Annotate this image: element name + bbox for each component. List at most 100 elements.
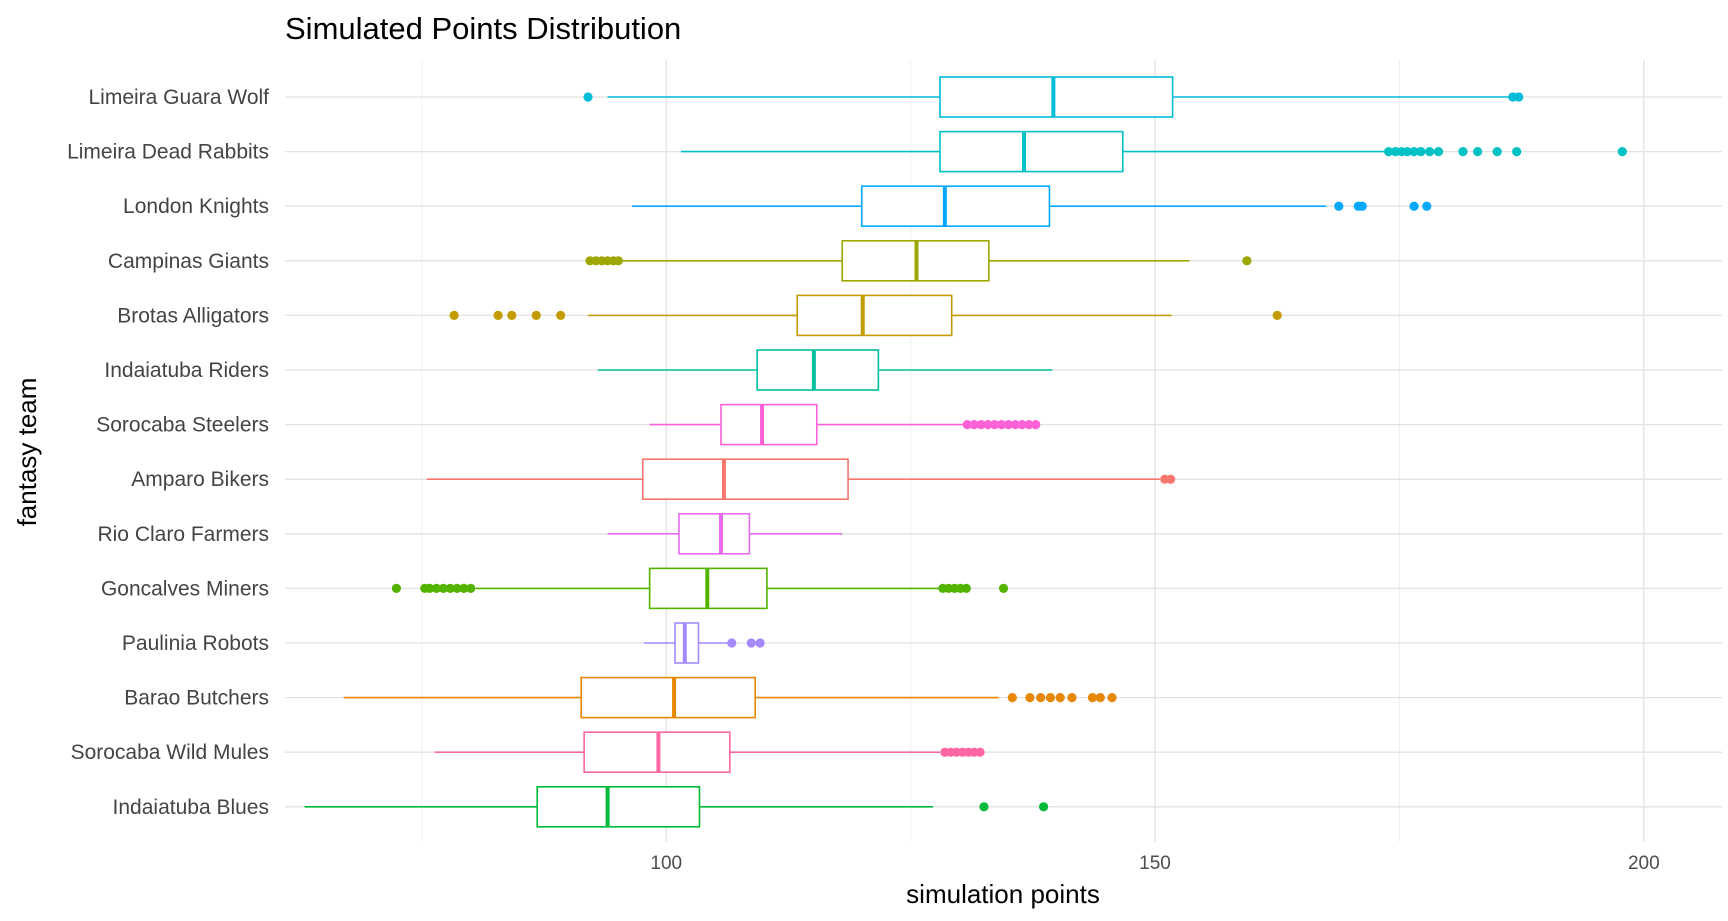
outlier-point [976,420,986,430]
outlier-point [1055,693,1065,703]
outlier-point [459,583,469,594]
y-axis-title: fantasy team [12,378,42,527]
outlier-point [1272,310,1282,320]
outlier-point [1422,201,1432,211]
box [641,458,849,501]
box-group [632,185,1432,227]
outlier-point [1024,420,1034,430]
box-group [583,76,1524,118]
outlier-point [1514,92,1524,102]
outlier-point [1036,693,1046,703]
outlier-point [979,802,989,812]
x-tick-label: 100 [650,853,682,874]
box-group [426,458,1176,501]
outlier-point [1045,693,1056,703]
outlier-point [1492,147,1502,157]
y-tick-label: Sorocaba Wild Mules [71,741,269,764]
box-group [607,512,843,555]
box [860,185,1051,227]
outlier-point [1617,147,1627,157]
y-tick-label: Campinas Giants [108,250,269,273]
box-group [597,349,1053,391]
outlier-point [438,583,448,594]
boxplot-series [304,76,1627,828]
y-tick-label: Indaiatuba Blues [113,796,269,819]
outlier-point [998,583,1009,594]
box-group [391,567,1009,610]
box-group [649,403,1041,446]
outlier-point [391,583,402,594]
outlier-point [425,583,435,594]
outlier-point [996,420,1007,430]
box [580,676,757,719]
outlier-point [466,583,476,594]
outlier-point [1402,147,1412,157]
box [756,349,880,391]
y-tick-label: Rio Claro Farmers [97,523,269,546]
box [536,785,701,828]
box-group [304,785,1049,828]
outlier-point [1003,420,1013,430]
outlier-point [613,256,623,266]
outlier-point [1334,201,1344,211]
outlier-point [1025,693,1035,703]
outlier-point [449,310,459,320]
outlier-point [990,420,1000,430]
box-group [343,676,1117,719]
y-tick-label: Sorocaba Steelers [96,414,269,437]
outlier-point [452,583,462,594]
outlier-point [1067,693,1077,703]
outlier-point [1512,147,1522,157]
outlier-point [531,310,541,320]
outlier-point [1010,420,1020,430]
y-tick-label: Limeira Dead Rabbits [67,141,269,164]
box-group [434,731,985,774]
outlier-point [746,638,756,648]
box [939,130,1124,173]
y-tick-label: Barao Butchers [124,687,269,710]
box [796,294,953,337]
y-tick-label: Brotas Alligators [117,304,269,327]
outlier-point [1473,147,1483,157]
outlier-point [1433,147,1444,157]
outlier-point [1038,802,1049,812]
y-tick-label: Goncalves Miners [101,577,269,600]
outlier-point [1409,201,1419,211]
chart-title: Simulated Points Distribution [285,11,681,46]
x-tick-labels: 100 150 200 [650,853,1659,874]
box-group [449,294,1282,337]
outlier-point [727,638,737,648]
outlier-point [1087,693,1098,703]
y-tick-label: Indaiatuba Riders [104,359,269,382]
y-tick-label: London Knights [123,195,269,218]
outlier-point [969,420,979,430]
outlier-point [962,420,972,430]
outlier-point [583,92,593,102]
box [720,403,818,446]
outlier-point [507,310,517,320]
outlier-point [755,638,765,648]
outlier-point [1007,693,1017,703]
box-group [585,240,1252,282]
outlier-point [1166,474,1176,484]
y-tick-label: Paulinia Robots [122,632,269,655]
outlier-point [1425,147,1435,157]
outlier-point [1357,201,1367,211]
outlier-point [1416,147,1426,157]
outlier-point [1458,147,1468,157]
outlier-point [983,420,993,430]
box [939,76,1174,118]
outlier-point [1242,256,1252,266]
y-tick-label: Amparo Bikers [131,468,269,491]
outlier-point [1095,693,1105,703]
x-tick-label: 200 [1628,853,1660,874]
outlier-point [975,747,985,757]
outlier-point [1031,420,1041,430]
outlier-point [431,583,442,594]
x-axis-title: simulation points [906,879,1100,909]
x-tick-label: 150 [1139,853,1171,874]
outlier-point [493,310,503,320]
outlier-point [445,583,455,594]
grid-lines [285,60,1722,842]
outlier-point [1017,420,1027,430]
